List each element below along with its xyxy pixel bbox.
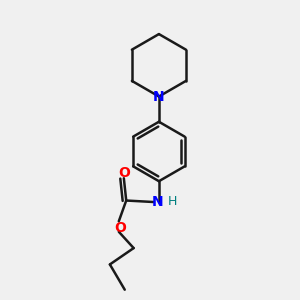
Text: H: H bbox=[168, 195, 177, 208]
Text: N: N bbox=[153, 89, 165, 103]
Text: O: O bbox=[114, 221, 126, 235]
Text: N: N bbox=[152, 195, 163, 209]
Text: O: O bbox=[118, 166, 130, 180]
